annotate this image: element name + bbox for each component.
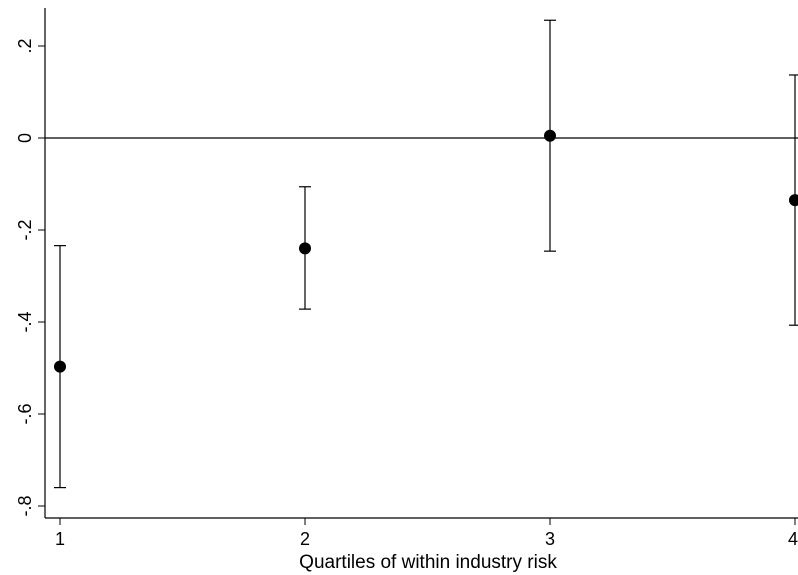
y-tick-label: -.2: [15, 219, 35, 240]
x-tick-label: 4: [788, 529, 798, 549]
y-tick-label: .2: [15, 38, 35, 53]
plot-area: -.8 -.6 -.4 -.2 0 .2 1 2 3 4: [15, 8, 798, 549]
x-tick-label: 3: [545, 529, 555, 549]
data-point: [54, 360, 66, 373]
y-tick-label: -.6: [15, 403, 35, 424]
y-tick-label: 0: [15, 133, 35, 143]
data-point: [544, 129, 556, 142]
data-point: [789, 194, 798, 207]
y-tick-label: -.8: [15, 495, 35, 516]
x-tick-label: 1: [55, 529, 65, 549]
y-tick-label: -.4: [15, 311, 35, 332]
x-axis-title: Quartiles of within industry risk: [299, 552, 557, 573]
x-tick-label: 2: [300, 529, 310, 549]
data-point: [299, 242, 311, 255]
